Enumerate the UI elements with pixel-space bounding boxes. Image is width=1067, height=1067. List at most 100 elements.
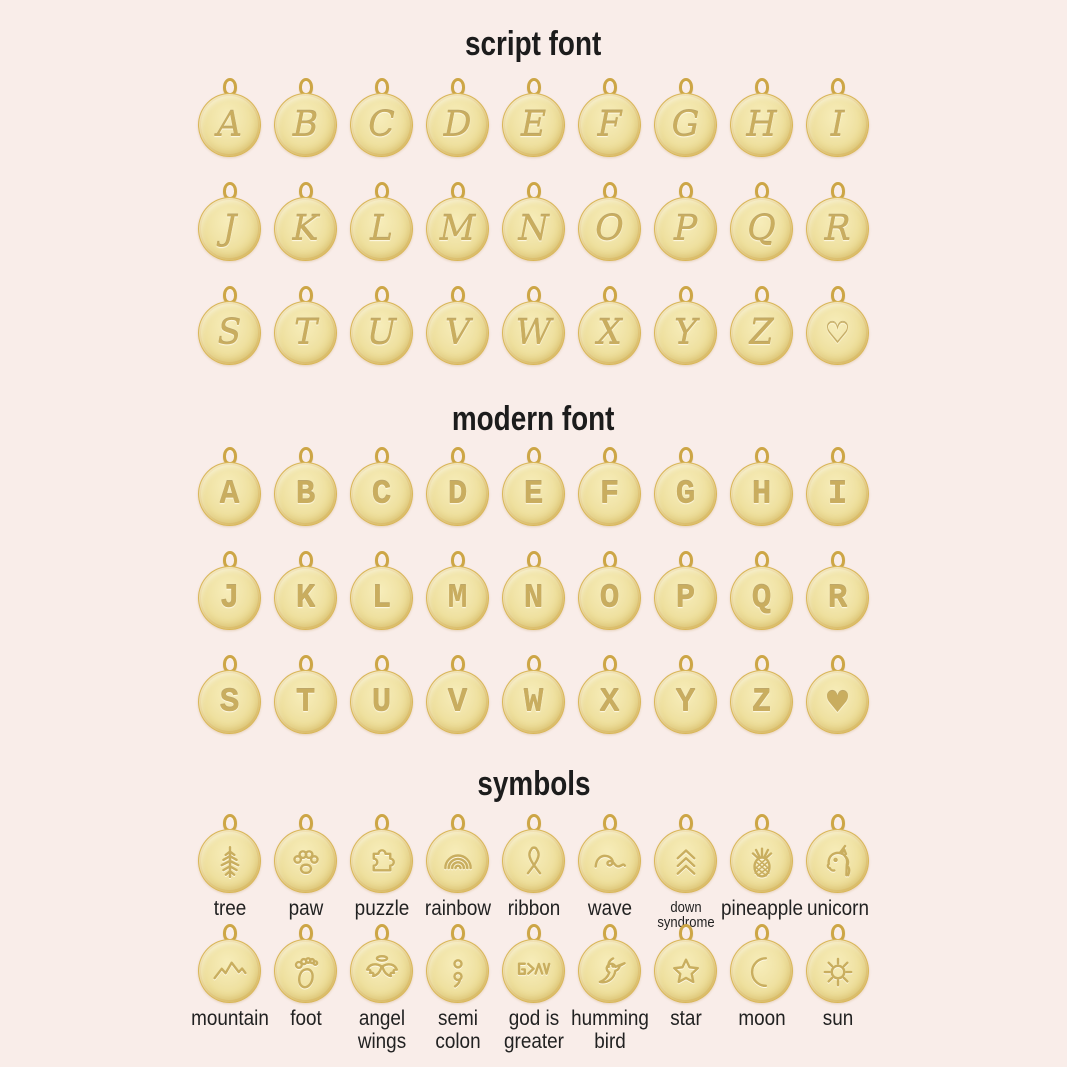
charm-script-c: C	[350, 78, 413, 157]
charm-modern-t: T	[274, 655, 337, 734]
charm-script-o: O	[578, 182, 641, 261]
symbol-label: humming bird	[570, 1007, 649, 1053]
charm-modern-b: B	[274, 447, 337, 526]
charm-script-k: K	[274, 182, 337, 261]
symbol-label: god is greater	[503, 1007, 564, 1053]
engraved-letter: P	[675, 579, 696, 617]
engraved-letter: L	[369, 209, 394, 249]
charm-disc: Y	[654, 301, 717, 365]
charm-disc: N	[502, 566, 565, 630]
charm-script-f: F	[578, 78, 641, 157]
ribbon-icon	[512, 839, 556, 883]
engraved-letter: D	[443, 105, 472, 145]
charm-disc: L	[350, 197, 413, 261]
charm-script-s: S	[198, 286, 261, 365]
charm-disc: P	[654, 566, 717, 630]
charm-disc: H	[730, 93, 793, 157]
engraved-letter: S	[219, 683, 240, 721]
symbol-label: rainbow	[424, 897, 491, 920]
engraved-letter: P	[673, 209, 698, 249]
engraved-letter: B	[292, 105, 319, 145]
charm-disc: X	[578, 670, 641, 734]
engraved-letter: N	[523, 579, 544, 617]
charm-disc: X	[578, 301, 641, 365]
charm-symbols-unicorn: unicorn	[806, 814, 869, 920]
charm-symbols-moon: moon	[730, 924, 793, 1030]
charm-disc: S	[198, 670, 261, 734]
charm-modern-v: V	[426, 655, 489, 734]
charm-disc: E	[502, 462, 565, 526]
engraved-letter: H	[746, 105, 777, 145]
section-modern-font: modern font A B C D E F G H I J K L M N O P Q R S T U V W X Y Z ♥	[0, 401, 1067, 734]
script-charm-grid: A B C D E F G H I J K L M N O P Q R S T U V W X Y Z ♡	[0, 78, 1067, 365]
charm-script-b: B	[274, 78, 337, 157]
charm-script-n: N	[502, 182, 565, 261]
engraved-letter: V	[444, 313, 471, 353]
engraved-letter: E	[520, 105, 547, 145]
charm-modern-j: J	[198, 551, 261, 630]
charm-disc: J	[198, 197, 261, 261]
section-title-text: symbols	[476, 765, 591, 803]
section-symbols: symbols tree paw puzzle rainbow ribbon wave do…	[0, 766, 1067, 1053]
engraved-letter: U	[371, 683, 392, 721]
symbol-label: angel wings	[357, 1007, 406, 1053]
engraved-letter: L	[371, 579, 392, 617]
paw-icon	[284, 839, 328, 883]
charm-disc	[350, 939, 413, 1003]
section-title-script: script font	[0, 26, 1067, 62]
charm-disc	[198, 829, 261, 893]
section-title-text: script font	[465, 25, 602, 63]
charm-script-i: I	[806, 78, 869, 157]
symbol-label: puzzle	[354, 897, 409, 920]
charm-script-h: H	[730, 78, 793, 157]
tree-icon	[208, 839, 252, 883]
engraved-letter: V	[447, 683, 468, 721]
charm-disc: C	[350, 93, 413, 157]
foot-icon	[284, 949, 328, 993]
charm-disc	[350, 829, 413, 893]
charm-disc: Z	[730, 670, 793, 734]
charm-symbols-semicolon: semi colon	[426, 924, 489, 1053]
charm-symbols-down-syndrome: down syndrome	[654, 814, 717, 931]
section-script-font: script font A B C D E F G H I J K L M N O P Q R S T U V W X Y Z ♡	[0, 0, 1067, 365]
charm-symbols-ribbon: ribbon	[502, 814, 565, 920]
charm-disc	[730, 829, 793, 893]
charm-disc: W	[502, 301, 565, 365]
charm-script-m: M	[426, 182, 489, 261]
engraved-letter: G	[675, 475, 696, 513]
modern-charm-grid: A B C D E F G H I J K L M N O P Q R S T U V W X Y Z ♥	[0, 447, 1067, 734]
charm-symbols-puzzle: puzzle	[350, 814, 413, 920]
engraved-letter: A	[216, 105, 243, 145]
charm-disc	[654, 939, 717, 1003]
charm-symbols-pineapple: pineapple	[721, 814, 802, 920]
engraved-letter: T	[295, 683, 316, 721]
charm-script-l: L	[350, 182, 413, 261]
section-title-symbols: symbols	[0, 766, 1067, 802]
symbol-label: foot	[289, 1007, 322, 1030]
charm-disc	[578, 829, 641, 893]
charm-symbols-rainbow: rainbow	[424, 814, 491, 920]
engraved-letter: A	[219, 475, 240, 513]
engraved-letter: Y	[673, 313, 698, 353]
charm-modern-a: A	[198, 447, 261, 526]
down-syndrome-icon	[664, 839, 708, 883]
charm-script-q: Q	[730, 182, 793, 261]
charm-modern-g: G	[654, 447, 717, 526]
engraved-letter: B	[295, 475, 316, 513]
charm-disc: B	[274, 462, 337, 526]
engraved-letter: U	[366, 313, 397, 353]
charm-disc: P	[654, 197, 717, 261]
charm-symbols-wave: wave	[578, 814, 641, 920]
charm-symbols-angel-wings: angel wings	[350, 924, 413, 1053]
engraved-heart-icon: ♡	[824, 316, 851, 350]
engraved-letter: Z	[749, 313, 774, 353]
engraved-letter: K	[295, 579, 316, 617]
script-row-3: S T U V W X Y Z ♡	[0, 286, 1067, 365]
engraved-letter: O	[595, 209, 624, 249]
charm-disc: T	[274, 670, 337, 734]
symbol-label: moon	[737, 1007, 786, 1030]
engraved-letter: J	[219, 579, 240, 617]
engraved-letter: Z	[751, 683, 772, 721]
star-icon	[664, 949, 708, 993]
